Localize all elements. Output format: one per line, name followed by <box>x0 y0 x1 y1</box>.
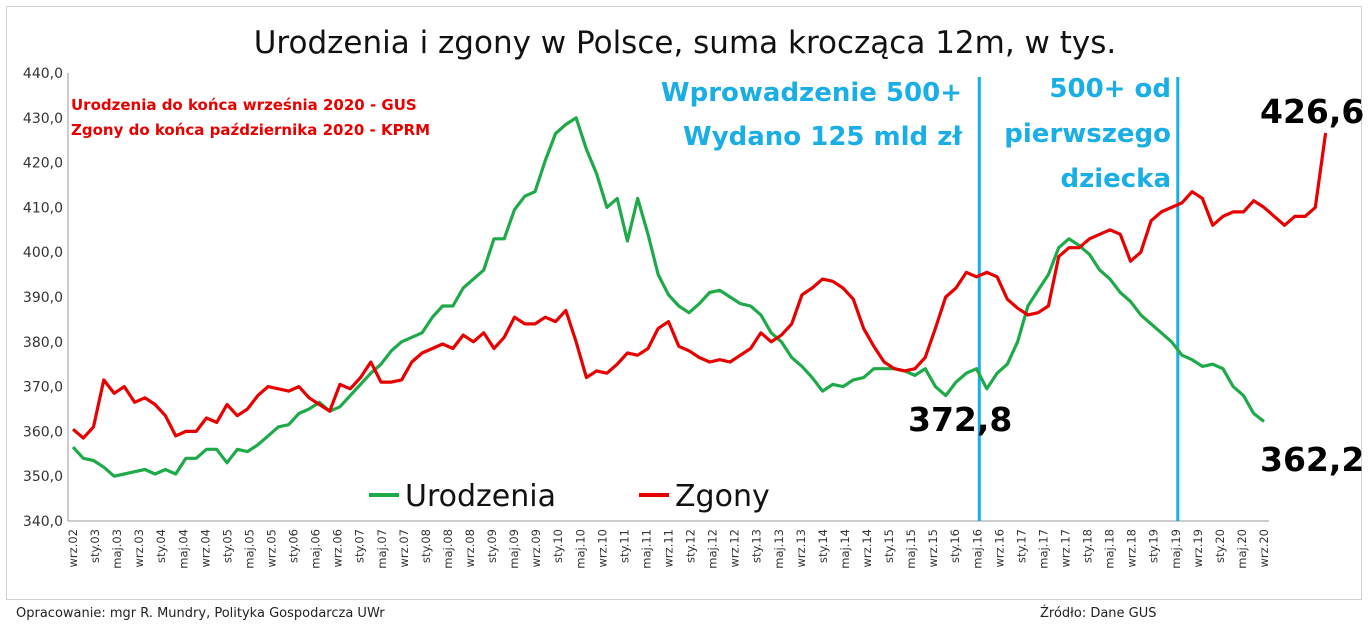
x-tick-label: wrz.18 <box>1125 529 1139 567</box>
annotation-500plus-line1: Wprowadzenie 500+ <box>661 78 962 108</box>
x-tick-label: wrz.07 <box>397 529 411 567</box>
x-tick-label: maj.16 <box>970 529 984 569</box>
line-chart: Urodzenia i zgony w Polsce, suma krocząc… <box>23 25 1363 569</box>
x-tick-label: sty.14 <box>816 529 830 563</box>
x-tick-label: wrz.02 <box>66 529 80 567</box>
x-tick-label: maj.11 <box>639 529 653 569</box>
x-tick-label: maj.12 <box>706 529 720 569</box>
y-tick-label: 410,0 <box>23 200 63 216</box>
y-axis: 440,0 430,0 420,0 410,0 400,0 390,0 380,0 370,0… <box>23 66 69 530</box>
y-tick-label: 400,0 <box>23 245 63 261</box>
x-tick-label: wrz.20 <box>1257 529 1271 567</box>
x-tick-label: sty.15 <box>882 529 896 563</box>
x-tick-label: maj.08 <box>441 529 455 569</box>
x-tick-label: wrz.17 <box>1059 529 1073 567</box>
x-tick-label: sty.08 <box>419 529 433 563</box>
data-label-362-2: 362,2 <box>1260 440 1363 479</box>
y-tick-label: 380,0 <box>23 335 63 351</box>
legend-label-zgony: Zgony <box>675 479 770 514</box>
x-tick-label: sty.03 <box>88 529 102 563</box>
note-births-source: Urodzenia do końca września 2020 - GUS <box>71 96 417 114</box>
x-tick-label: sty.20 <box>1213 529 1227 563</box>
x-tick-label: sty.18 <box>1081 529 1095 563</box>
y-tick-label: 390,0 <box>23 290 63 306</box>
chart-frame: Urodzenia i zgony w Polsce, suma krocząc… <box>6 6 1363 600</box>
footer-source: Źródło: Dane GUS <box>1040 606 1157 621</box>
x-tick-label: maj.07 <box>375 529 389 569</box>
x-tick-label: maj.03 <box>110 529 124 569</box>
x-tick-label: wrz.10 <box>595 529 609 567</box>
x-tick-label: wrz.15 <box>926 529 940 567</box>
series-line-urodzenia <box>71 116 1265 478</box>
x-tick-label: wrz.06 <box>331 529 345 567</box>
x-tick-label: sty.05 <box>220 529 234 563</box>
x-tick-label: maj.20 <box>1235 529 1249 569</box>
x-tick-label: sty.12 <box>684 529 698 563</box>
y-tick-label: 370,0 <box>23 380 63 396</box>
x-tick-label: maj.13 <box>772 529 786 569</box>
x-tick-label: maj.10 <box>573 529 587 569</box>
x-tick-label: wrz.13 <box>794 529 808 567</box>
y-tick-label: 350,0 <box>23 469 63 485</box>
x-tick-label: wrz.19 <box>1191 529 1205 567</box>
y-tick-label: 340,0 <box>23 514 63 530</box>
legend-label-urodzenia: Urodzenia <box>405 479 556 514</box>
x-tick-label: sty.06 <box>287 529 301 563</box>
y-tick-label: 360,0 <box>23 424 63 440</box>
x-tick-label: sty.19 <box>1147 529 1161 563</box>
y-tick-label: 430,0 <box>23 111 63 127</box>
y-tick-label: 420,0 <box>23 156 63 172</box>
annotation-500plus-line2: Wydano 125 mld zł <box>683 122 963 152</box>
x-tick-label: maj.15 <box>904 529 918 569</box>
x-tick-label: sty.09 <box>485 529 499 563</box>
x-tick-label: sty.11 <box>617 529 631 563</box>
x-tick-label: wrz.05 <box>265 529 279 567</box>
x-tick-label: maj.19 <box>1169 529 1183 569</box>
annotation-first-child-line3: dziecka <box>1060 164 1171 194</box>
x-tick-label: wrz.09 <box>529 529 543 567</box>
legend: Urodzenia Zgony <box>369 479 770 514</box>
x-tick-label: sty.10 <box>551 529 565 563</box>
series-line-zgony <box>71 132 1328 440</box>
x-tick-label: sty.07 <box>353 529 367 563</box>
chart-title: Urodzenia i zgony w Polsce, suma krocząc… <box>254 25 1117 61</box>
data-label-426-6: 426,6 <box>1260 92 1363 131</box>
note-deaths-source: Zgony do końca października 2020 - KPRM <box>71 121 430 139</box>
x-tick-label: maj.06 <box>309 529 323 569</box>
x-tick-label: maj.04 <box>176 529 190 569</box>
footer-author: Opracowanie: mgr R. Mundry, Polityka Gos… <box>16 606 385 621</box>
x-tick-label: maj.14 <box>838 529 852 569</box>
x-tick-label: wrz.04 <box>198 529 212 567</box>
x-tick-label: wrz.14 <box>860 529 874 567</box>
x-tick-label: sty.16 <box>948 529 962 563</box>
x-tick-label: maj.18 <box>1103 529 1117 569</box>
x-axis: wrz.02 sty.03 maj.03 wrz.03 sty.04 maj.04 wrz.… <box>66 520 1271 569</box>
x-tick-label: sty.13 <box>750 529 764 563</box>
x-tick-label: sty.17 <box>1014 529 1028 563</box>
x-tick-label: maj.17 <box>1036 529 1050 569</box>
x-tick-label: wrz.12 <box>728 529 742 567</box>
annotation-first-child-line2: pierwszego <box>1004 119 1171 149</box>
y-tick-label: 440,0 <box>23 66 63 82</box>
x-tick-label: maj.09 <box>507 529 521 569</box>
x-tick-label: sty.04 <box>154 529 168 563</box>
x-tick-label: wrz.03 <box>132 529 146 567</box>
x-tick-label: maj.05 <box>242 529 256 569</box>
x-tick-label: wrz.16 <box>992 529 1006 567</box>
x-tick-label: wrz.11 <box>662 529 676 567</box>
annotation-first-child-line1: 500+ od <box>1049 74 1171 104</box>
data-label-372-8: 372,8 <box>908 400 1012 439</box>
x-tick-label: wrz.08 <box>463 529 477 567</box>
